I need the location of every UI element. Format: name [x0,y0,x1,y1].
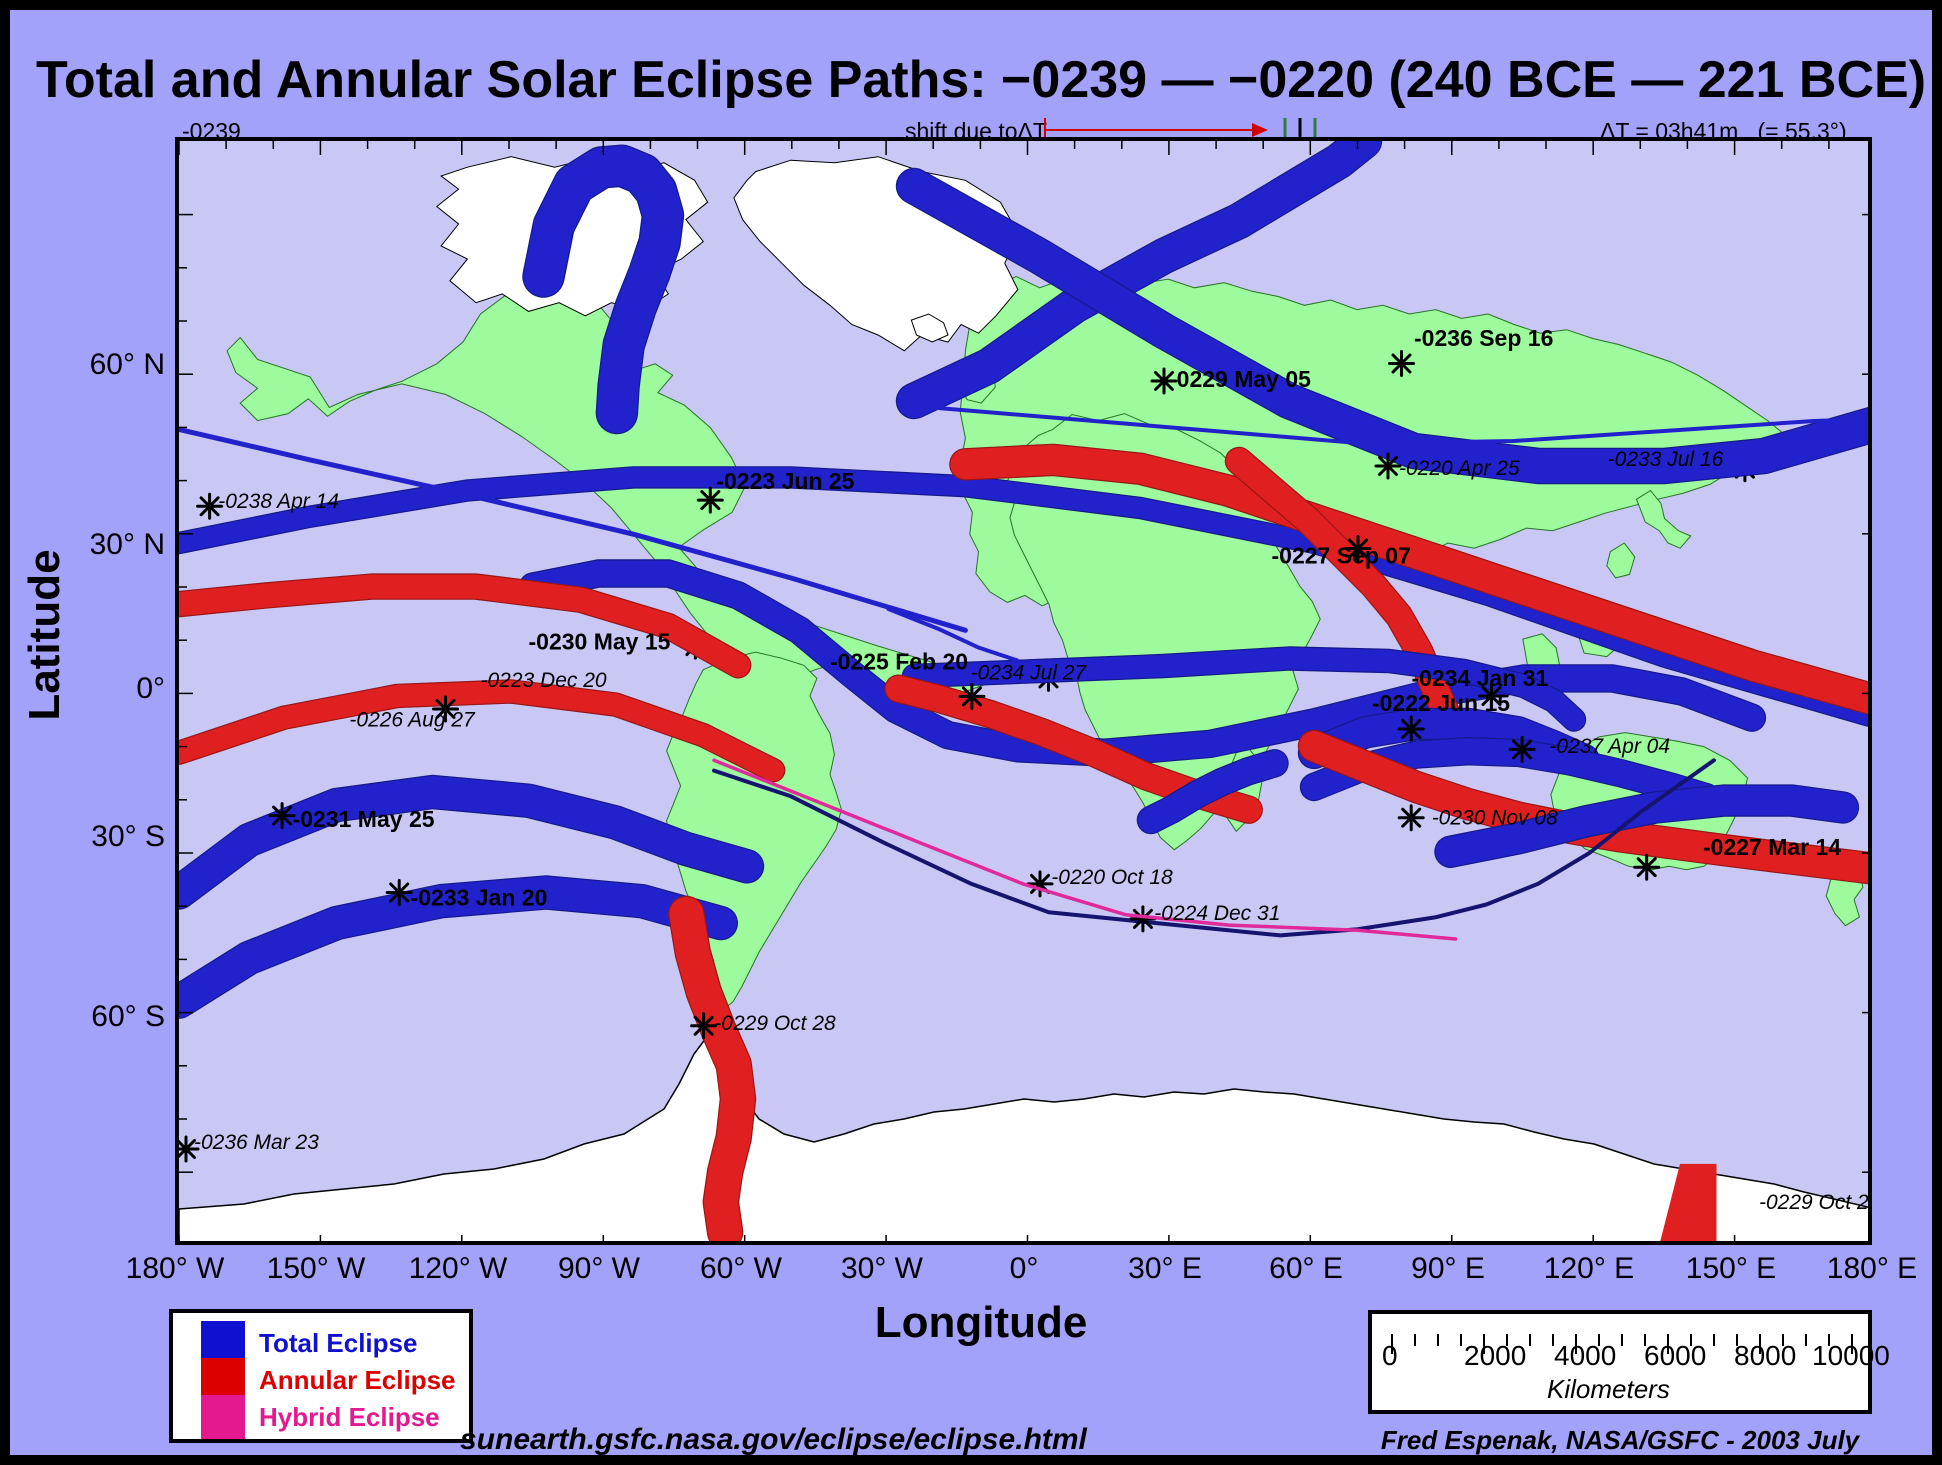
svg-text:-0230 Nov 08: -0230 Nov 08 [1432,807,1558,830]
svg-text:-0237 Apr 04: -0237 Apr 04 [1549,735,1670,758]
svg-text:-0227 Mar 14: -0227 Mar 14 [1703,834,1841,860]
svg-text:-0234 Jul 27: -0234 Jul 27 [971,662,1088,685]
svg-text:-0222 Jun 15: -0222 Jun 15 [1372,690,1510,716]
svg-text:-0230 May 15: -0230 May 15 [529,629,671,655]
svg-text:-0223 Jun 25: -0223 Jun 25 [716,468,854,494]
svg-text:-0231 May 25: -0231 May 25 [293,806,435,832]
svg-text:-0225 Feb 20: -0225 Feb 20 [830,649,968,675]
svg-text:-0236 Mar 23: -0236 Mar 23 [194,1131,319,1154]
svg-text:-0233 Jan 20: -0233 Jan 20 [411,885,548,911]
svg-text:-0236 Sep 16: -0236 Sep 16 [1414,325,1553,351]
svg-text:-0227 Sep 07: -0227 Sep 07 [1272,543,1411,569]
svg-text:-0234 Jan 31: -0234 Jan 31 [1412,665,1549,691]
svg-text:-0238 Apr 14: -0238 Apr 14 [218,490,339,513]
svg-text:-0229 Oct 28: -0229 Oct 28 [714,1012,836,1035]
svg-text:-0223 Dec 20: -0223 Dec 20 [481,669,607,692]
svg-text:-0233 Jul 16: -0233 Jul 16 [1608,448,1724,471]
svg-text:-0220 Apr 25: -0220 Apr 25 [1399,457,1520,480]
svg-text:-0226 Aug 27: -0226 Aug 27 [349,709,476,732]
svg-text:-0229 May 05: -0229 May 05 [1169,366,1311,392]
svg-text:-0229 Oct 28: -0229 Oct 28 [1759,1191,1872,1214]
svg-text:-0224 Dec 31: -0224 Dec 31 [1154,902,1280,925]
svg-text:-0220 Oct 18: -0220 Oct 18 [1051,866,1173,889]
